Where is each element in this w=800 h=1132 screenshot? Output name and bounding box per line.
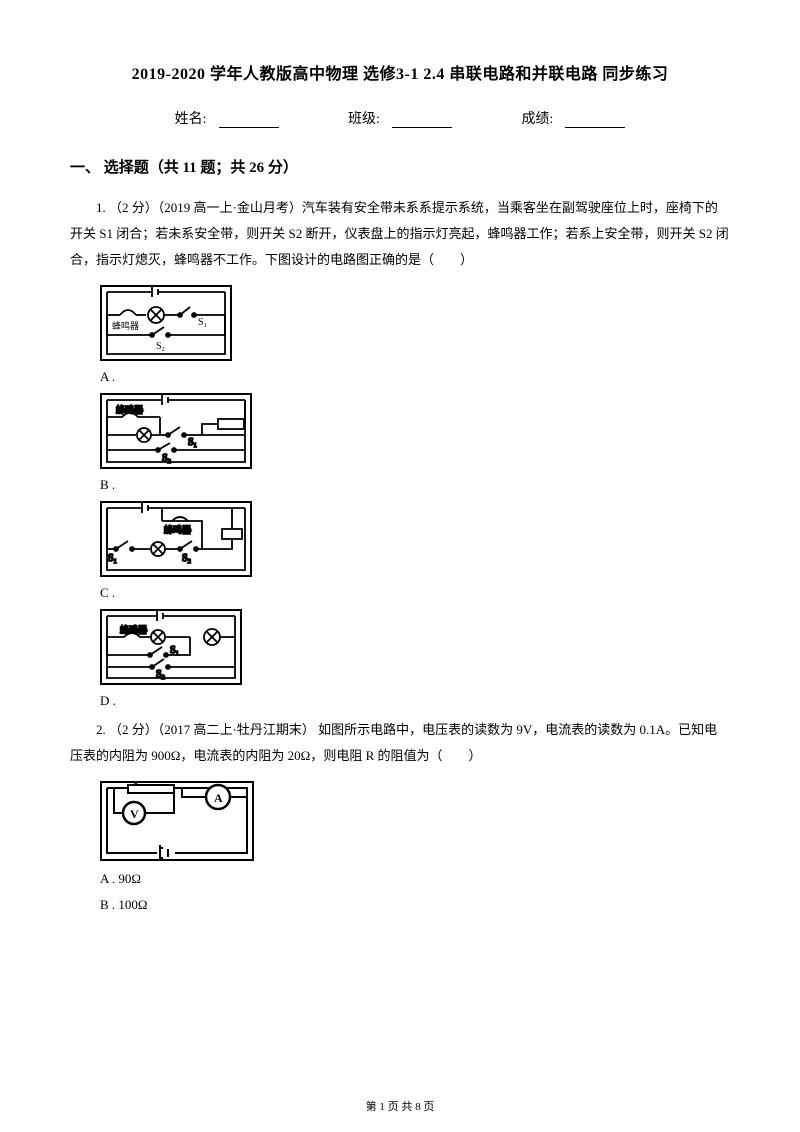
name-label: 姓名: bbox=[175, 112, 207, 127]
name-blank bbox=[219, 114, 279, 128]
svg-text:S₂: S₂ bbox=[156, 669, 165, 680]
circuit-a: 蜂鸣器 S₁ S₂ bbox=[100, 285, 232, 361]
svg-text:S₂: S₂ bbox=[162, 453, 171, 464]
q1-label-d: D . bbox=[100, 693, 116, 709]
circuit-b: 蜂鸣器 S₁ S₂ bbox=[100, 393, 252, 469]
q2-option-a: A . 90Ω bbox=[100, 871, 730, 887]
q1-option-d: 蜂鸣器 S₁ bbox=[100, 609, 730, 685]
q1-option-b: 蜂鸣器 S₁ S₂ bbox=[100, 393, 730, 469]
circuit-d: 蜂鸣器 S₁ bbox=[100, 609, 242, 685]
page-title: 2019-2020 学年人教版高中物理 选修3-1 2.4 串联电路和并联电路 … bbox=[70, 60, 730, 84]
svg-text:蜂鸣器: 蜂鸣器 bbox=[112, 320, 139, 331]
svg-text:S₁: S₁ bbox=[108, 553, 117, 564]
svg-text:S₁: S₁ bbox=[188, 437, 197, 448]
score-label: 成绩: bbox=[521, 112, 553, 127]
circuit-c: 蜂鸣器 S₁ S₂ bbox=[100, 501, 252, 577]
q1-label-b: B . bbox=[100, 477, 115, 493]
svg-text:V: V bbox=[130, 807, 139, 821]
question-1: 1. （2 分）（2019 高一上·金山月考）汽车装有安全带未系系提示系统，当乘… bbox=[70, 195, 730, 273]
svg-text:蜂鸣器: 蜂鸣器 bbox=[116, 404, 143, 415]
score-blank bbox=[565, 114, 625, 128]
q2-circuit-row: A V bbox=[100, 781, 730, 861]
svg-text:蜂鸣器: 蜂鸣器 bbox=[164, 524, 191, 535]
q2-option-b: B . 100Ω bbox=[100, 897, 730, 913]
svg-text:A: A bbox=[214, 791, 223, 805]
section-header: 一、 选择题（共 11 题；共 26 分） bbox=[70, 156, 730, 177]
page-footer: 第 1 页 共 8 页 bbox=[0, 1098, 800, 1114]
svg-text:S₁: S₁ bbox=[170, 645, 179, 656]
svg-text:S₂: S₂ bbox=[182, 553, 191, 564]
info-row: 姓名: 班级: 成绩: bbox=[70, 108, 730, 128]
svg-text:S₂: S₂ bbox=[156, 341, 165, 352]
class-blank bbox=[392, 114, 452, 128]
svg-text:蜂鸣器: 蜂鸣器 bbox=[120, 624, 147, 635]
q1-label-c: C . bbox=[100, 585, 115, 601]
q1-label-a: A . bbox=[100, 369, 115, 385]
q1-option-c: 蜂鸣器 S₁ S₂ bbox=[100, 501, 730, 577]
q1-option-a: 蜂鸣器 S₁ S₂ bbox=[100, 285, 730, 361]
circuit-q2: A V bbox=[100, 781, 254, 861]
svg-text:S₁: S₁ bbox=[198, 317, 207, 328]
question-2: 2. （2 分）（2017 高二上·牡丹江期末） 如图所示电路中，电压表的读数为… bbox=[70, 717, 730, 769]
class-label: 班级: bbox=[348, 112, 380, 127]
